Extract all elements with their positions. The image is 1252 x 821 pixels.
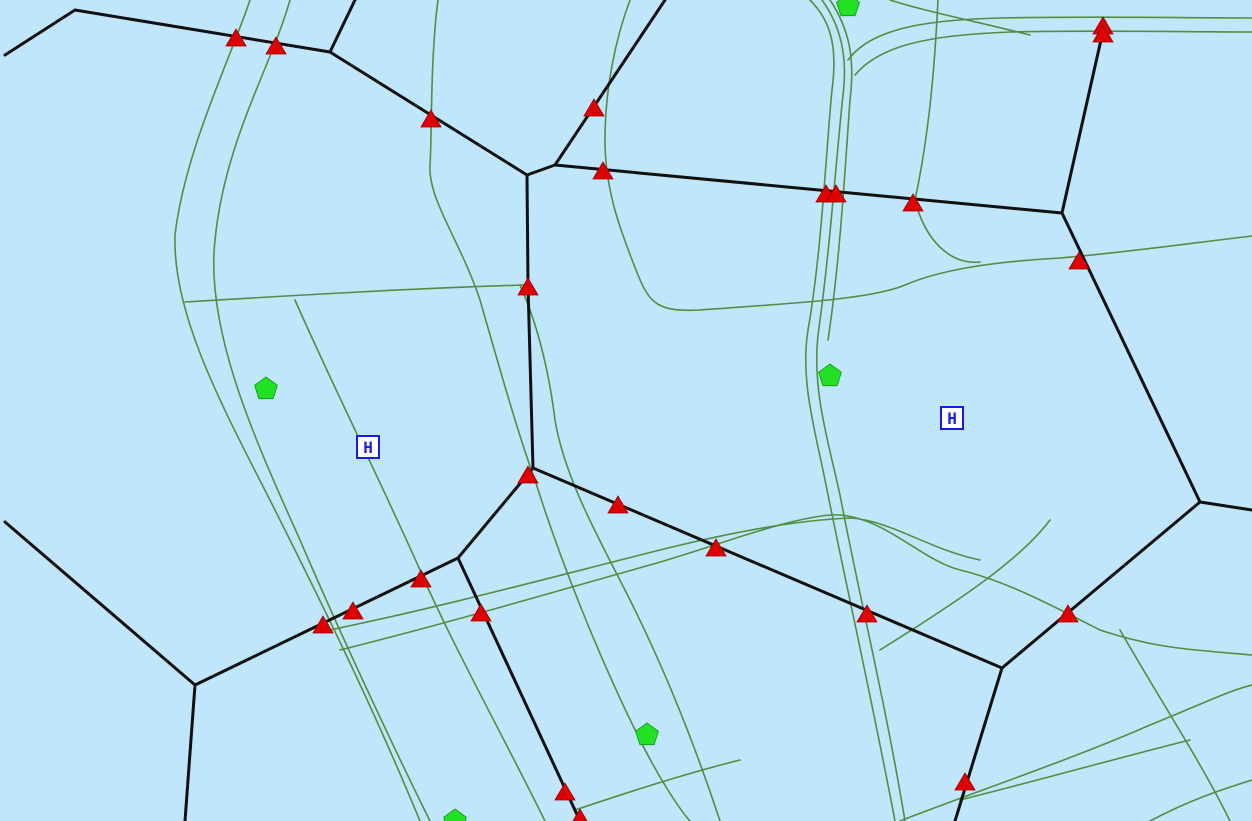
road bbox=[212, 0, 431, 821]
road bbox=[847, 16, 1252, 61]
road bbox=[519, 284, 721, 821]
cell-boundary bbox=[953, 666, 1004, 821]
hospital-icon[interactable]: H bbox=[940, 406, 964, 430]
red-triangle-icon[interactable] bbox=[470, 603, 492, 622]
road bbox=[879, 519, 1051, 651]
hospital-icon-label: H bbox=[363, 438, 373, 457]
red-triangle-icon[interactable] bbox=[705, 538, 727, 557]
red-triangle-icon[interactable] bbox=[517, 277, 539, 296]
road bbox=[184, 284, 526, 303]
cell-boundary bbox=[1198, 500, 1252, 512]
green-pentagon-icon[interactable] bbox=[443, 808, 467, 821]
green-pentagon-icon[interactable] bbox=[254, 376, 278, 400]
hospital-markers: H H bbox=[356, 406, 964, 459]
cell-boundary bbox=[531, 211, 1202, 670]
red-triangle-icon[interactable] bbox=[1068, 251, 1090, 270]
green-pentagon-icon[interactable] bbox=[836, 0, 860, 17]
road bbox=[827, 0, 853, 341]
hospital-icon-frame bbox=[940, 406, 964, 430]
road bbox=[959, 739, 1191, 801]
hospital-icon[interactable]: H bbox=[356, 435, 380, 459]
red-triangle-icon[interactable] bbox=[856, 604, 878, 623]
road bbox=[1149, 779, 1252, 821]
green-pentagon-icon[interactable] bbox=[635, 722, 659, 746]
road bbox=[804, 0, 896, 821]
hospital-icon-label: H bbox=[947, 409, 957, 428]
road bbox=[914, 0, 981, 263]
red-triangle-icon[interactable] bbox=[554, 782, 576, 801]
road bbox=[854, 30, 1252, 76]
red-triangle-icon[interactable] bbox=[570, 808, 590, 821]
red-triangle-icon[interactable] bbox=[312, 615, 334, 634]
road bbox=[174, 0, 421, 821]
red-triangle-icon[interactable] bbox=[342, 601, 364, 620]
red-triangle-icon[interactable] bbox=[592, 161, 614, 180]
road bbox=[1119, 629, 1231, 821]
green-pentagon-icon[interactable] bbox=[818, 363, 842, 387]
red-triangle-icon[interactable] bbox=[954, 772, 976, 791]
hospital-icon-frame bbox=[356, 435, 380, 459]
red-triangle-icon[interactable] bbox=[825, 184, 847, 203]
red-triangle-icon[interactable] bbox=[517, 465, 539, 484]
road bbox=[329, 517, 981, 631]
red-triangle-icon[interactable] bbox=[225, 28, 247, 47]
red-triangle-icon[interactable] bbox=[1092, 24, 1114, 43]
cell-boundary bbox=[456, 556, 582, 821]
road bbox=[604, 0, 1252, 312]
road-network bbox=[174, 0, 1252, 821]
red-triangle-icon[interactable] bbox=[583, 98, 605, 117]
road bbox=[339, 514, 1252, 656]
road bbox=[294, 299, 546, 821]
intersection-markers bbox=[225, 16, 1114, 821]
cell-boundary bbox=[328, 0, 357, 54]
red-triangle-icon[interactable] bbox=[410, 569, 432, 588]
red-triangle-icon[interactable] bbox=[902, 193, 924, 212]
road bbox=[889, 0, 1031, 36]
road bbox=[574, 759, 741, 811]
facility-markers bbox=[254, 0, 860, 821]
road bbox=[815, 0, 906, 821]
red-triangle-icon[interactable] bbox=[1057, 604, 1079, 623]
red-triangle-icon[interactable] bbox=[607, 495, 629, 514]
cell-boundary bbox=[183, 683, 197, 821]
cell-boundary bbox=[553, 0, 667, 167]
red-triangle-icon[interactable] bbox=[265, 36, 287, 55]
red-triangle-icon[interactable] bbox=[420, 109, 442, 128]
